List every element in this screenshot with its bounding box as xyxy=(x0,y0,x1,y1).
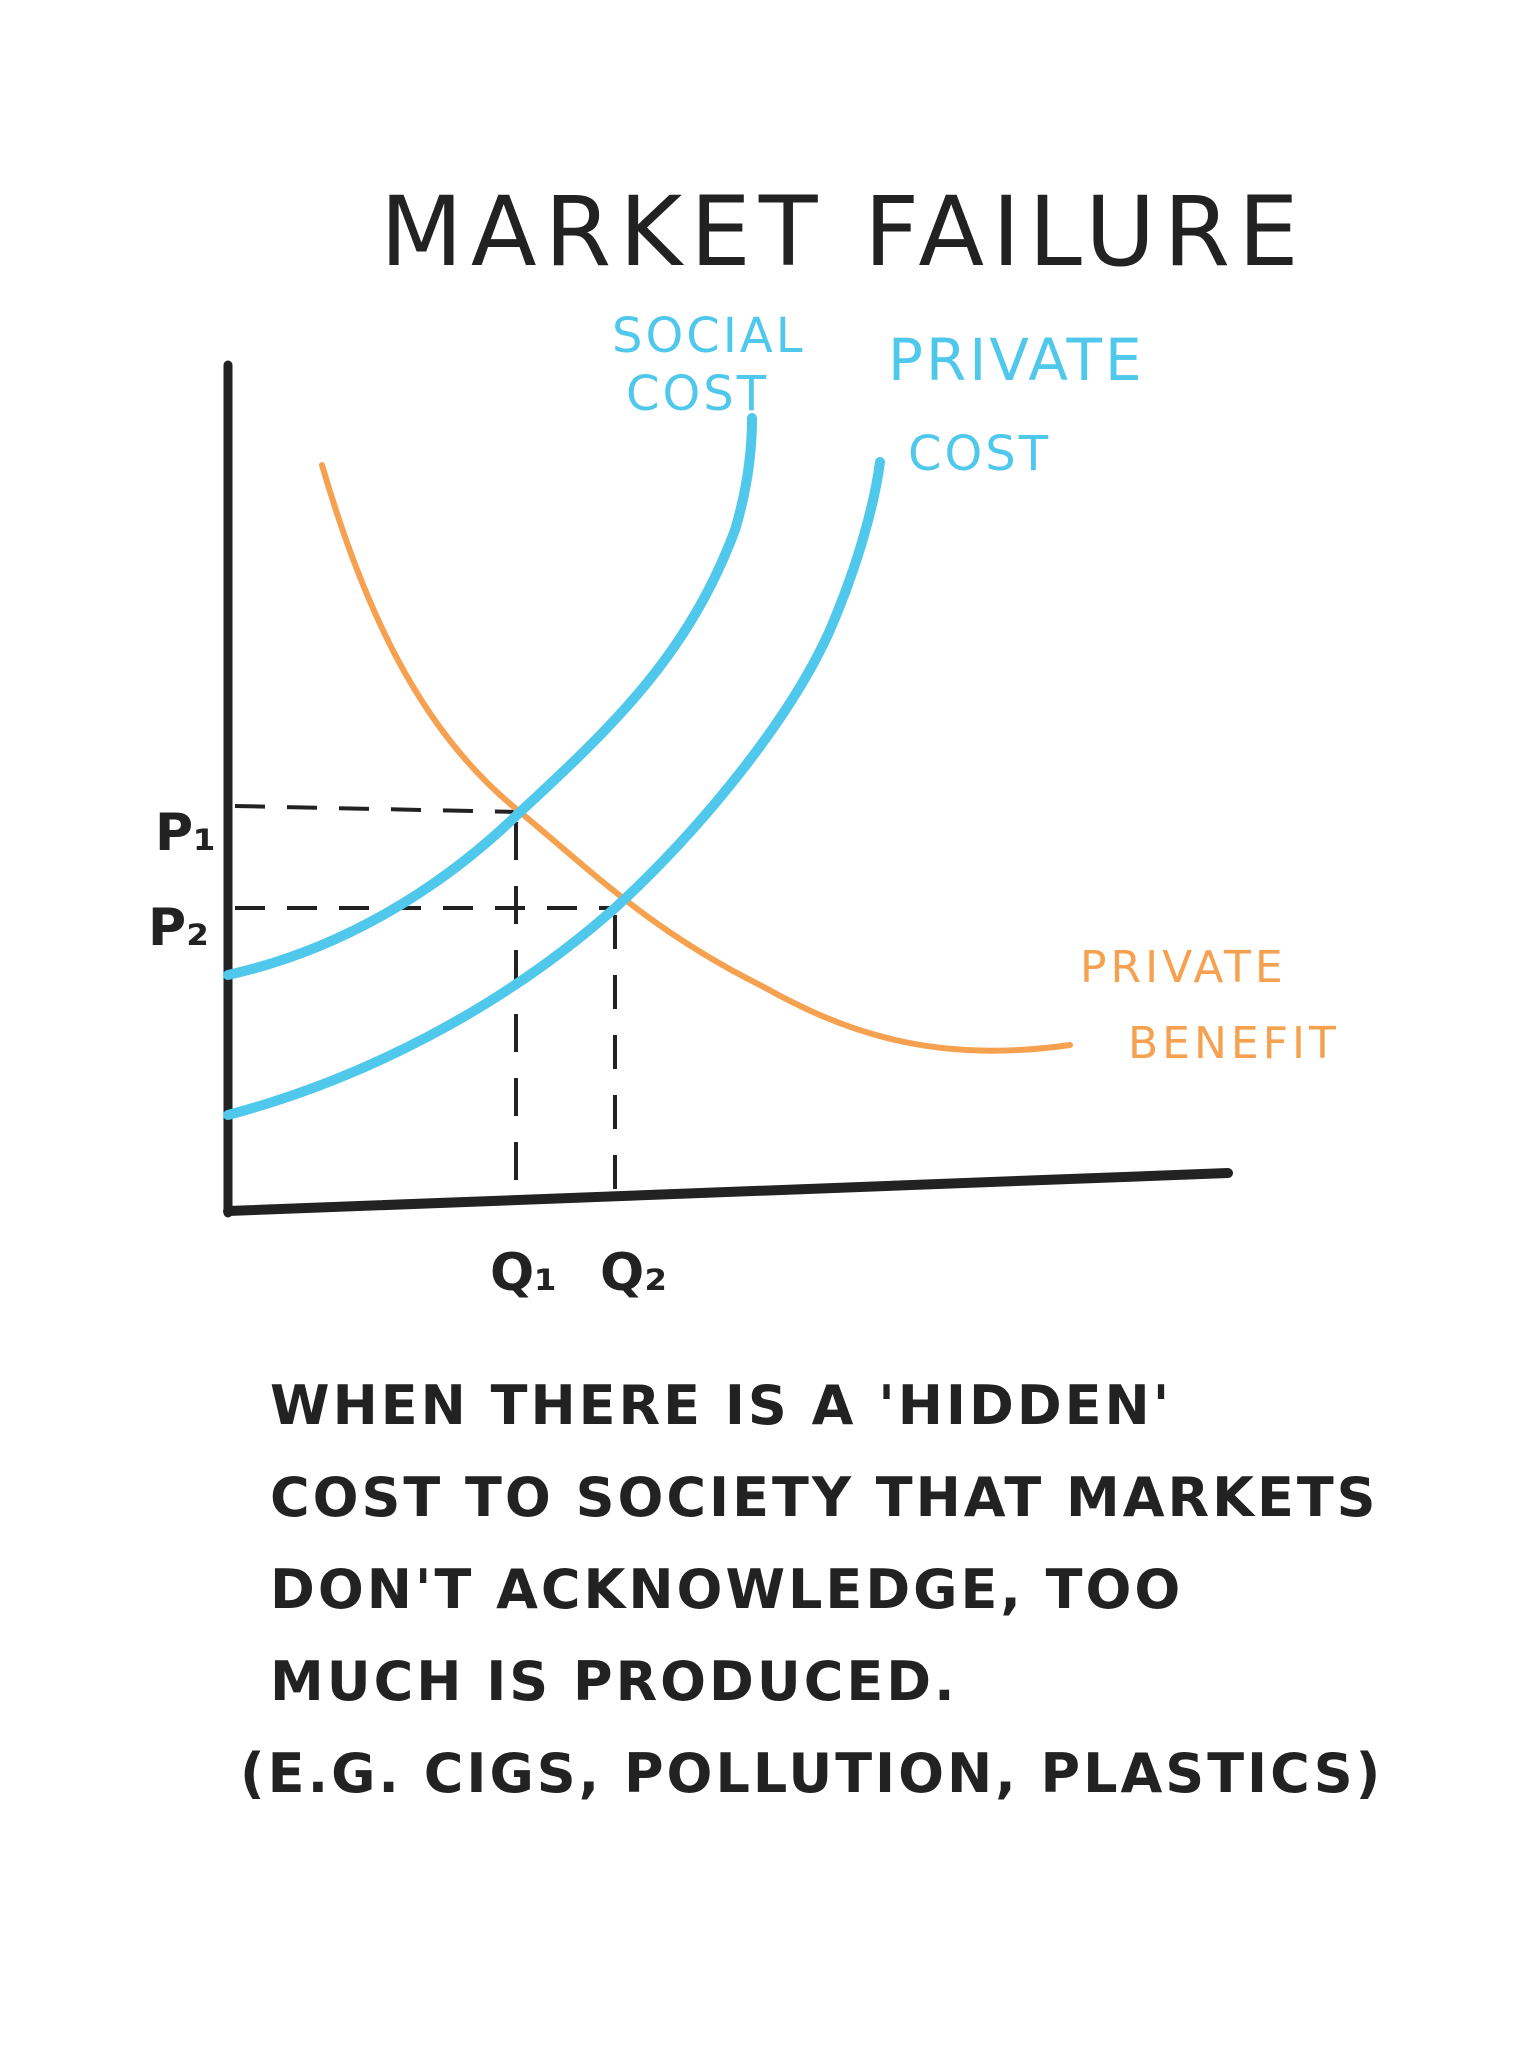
note-line: COST TO SOCIETY THAT MARKETS xyxy=(270,1466,1379,1529)
social-cost-curve xyxy=(223,413,757,980)
private-benefit-label-line1: PRIVATE xyxy=(1080,942,1287,993)
private-cost-curve xyxy=(223,457,885,1120)
p1-guide-line xyxy=(234,804,519,814)
note-line: MUCH IS PRODUCED. xyxy=(270,1650,958,1713)
p1-label: P₁ xyxy=(155,803,216,863)
private-benefit-curve xyxy=(319,462,1073,1054)
note-line: WHEN THERE IS A 'HIDDEN' xyxy=(270,1374,1173,1437)
x-axis xyxy=(223,1168,1233,1216)
explanation-note: WHEN THERE IS A 'HIDDEN' COST TO SOCIETY… xyxy=(240,1360,1420,1820)
q2-label: Q₂ xyxy=(600,1243,667,1303)
private-benefit-label-line2: BENEFIT xyxy=(1128,1018,1340,1069)
social-cost-label-line2: COST xyxy=(626,366,769,422)
social-cost-label-line1: SOCIAL xyxy=(612,308,806,364)
private-cost-label-line2: COST xyxy=(908,426,1051,482)
private-cost-label-line1: PRIVATE xyxy=(888,326,1145,394)
note-line: (E.G. CIGS, POLLUTION, PLASTICS) xyxy=(240,1742,1384,1805)
q1-label: Q₁ xyxy=(490,1243,557,1303)
note-line: DON'T ACKNOWLEDGE, TOO xyxy=(270,1558,1184,1621)
diagram-title: MARKET FAILURE xyxy=(380,176,1307,288)
p2-label: P₂ xyxy=(148,898,209,958)
